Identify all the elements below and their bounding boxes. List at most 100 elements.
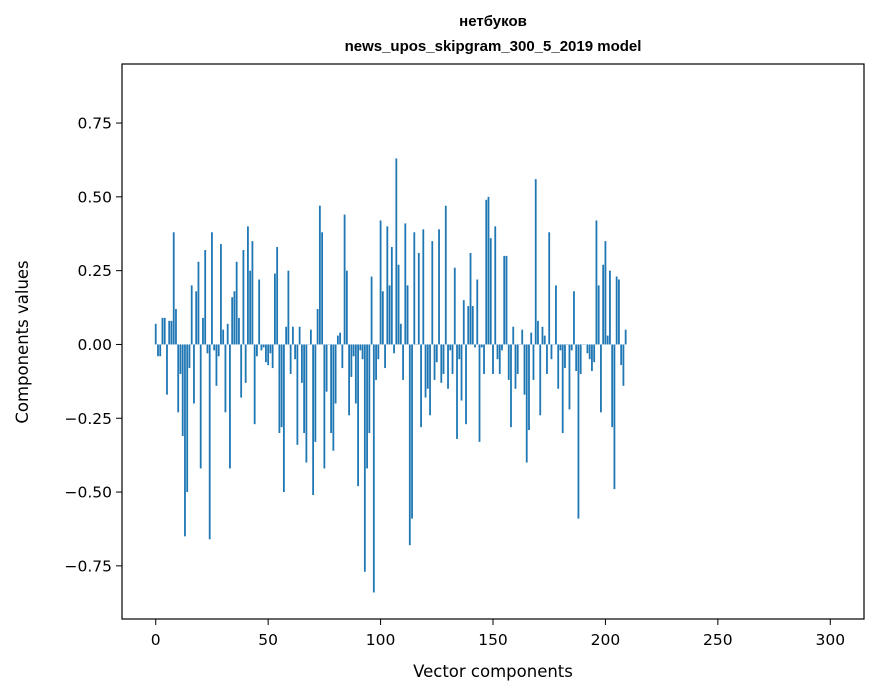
chart-subtitle: news_upos_skipgram_300_5_2019 model (345, 38, 642, 55)
bar (579, 344, 582, 374)
bar (175, 309, 177, 345)
bar (467, 306, 470, 345)
bar (611, 344, 614, 428)
bar (546, 344, 548, 374)
bar (332, 344, 335, 451)
bar (202, 317, 204, 345)
bar (622, 344, 625, 386)
bar (471, 306, 474, 345)
bar (166, 344, 168, 395)
x-axis-label: Vector components (413, 662, 573, 681)
y-axis-ticks: −0.75 −0.50 −0.25 0.00 0.25 0.50 0.75 (65, 115, 122, 575)
bar (256, 344, 258, 357)
bar (570, 344, 573, 351)
bar (557, 344, 560, 389)
bar (404, 223, 407, 345)
bar (442, 344, 445, 374)
bar (417, 252, 420, 345)
bar (541, 326, 544, 345)
bar (280, 344, 283, 428)
bar (296, 344, 299, 445)
bar (312, 344, 315, 496)
bar (597, 285, 600, 345)
bar (366, 344, 368, 469)
bar (242, 249, 245, 345)
x-tick-label: 150 (478, 631, 508, 649)
bar (370, 276, 373, 345)
bar (372, 344, 375, 593)
bar (550, 344, 553, 360)
bar (359, 344, 362, 351)
bar (188, 344, 191, 369)
bar (289, 344, 292, 374)
bar (325, 344, 328, 392)
x-tick-label: 200 (591, 631, 621, 649)
bar (532, 344, 535, 380)
bar (215, 344, 218, 386)
bar (309, 329, 312, 345)
bar (438, 229, 440, 345)
bar (163, 317, 166, 345)
bar (588, 344, 591, 360)
bar (285, 326, 288, 345)
bar (211, 232, 213, 345)
bar (282, 344, 285, 493)
bar (316, 309, 319, 345)
bar (361, 344, 364, 360)
bar (485, 199, 488, 345)
bar (233, 291, 236, 345)
bar (399, 323, 402, 345)
bar (294, 344, 297, 360)
bar (433, 344, 436, 380)
bar (613, 344, 616, 490)
bar (363, 344, 366, 572)
bar (402, 344, 404, 380)
bar (377, 344, 380, 360)
bar (222, 329, 225, 345)
bar (220, 244, 222, 345)
bar (604, 241, 607, 345)
bar (422, 229, 425, 345)
bar (368, 344, 371, 434)
bar (168, 320, 171, 345)
y-tick-label: −0.25 (65, 410, 113, 428)
y-tick-label: 0.00 (77, 336, 112, 354)
bar (577, 344, 580, 519)
bar (586, 344, 589, 354)
bar (375, 344, 377, 380)
bar (303, 344, 306, 434)
x-tick-label: 250 (703, 631, 733, 649)
bar (600, 344, 602, 413)
bar (199, 344, 202, 469)
bar (357, 344, 359, 487)
bar (240, 344, 243, 398)
bar (213, 344, 216, 351)
bar (618, 279, 620, 345)
bar (480, 344, 483, 348)
bar (208, 344, 211, 540)
bar (177, 344, 180, 413)
bar (478, 344, 481, 442)
bar (235, 261, 238, 345)
bar (408, 344, 411, 546)
bar (489, 238, 492, 345)
bar (352, 344, 355, 357)
bar (204, 249, 207, 345)
bar (507, 344, 510, 380)
x-tick-label: 0 (151, 631, 161, 649)
bar (609, 270, 611, 345)
bar (390, 247, 393, 345)
bar (539, 344, 542, 416)
bar (388, 285, 391, 345)
bar (492, 344, 494, 374)
bar (197, 261, 200, 345)
bar (278, 344, 281, 434)
bar (260, 344, 263, 351)
bar (561, 344, 564, 434)
bar (449, 344, 452, 351)
bar (593, 344, 596, 363)
bar (343, 214, 346, 345)
bar (229, 344, 231, 469)
bar (510, 344, 512, 428)
